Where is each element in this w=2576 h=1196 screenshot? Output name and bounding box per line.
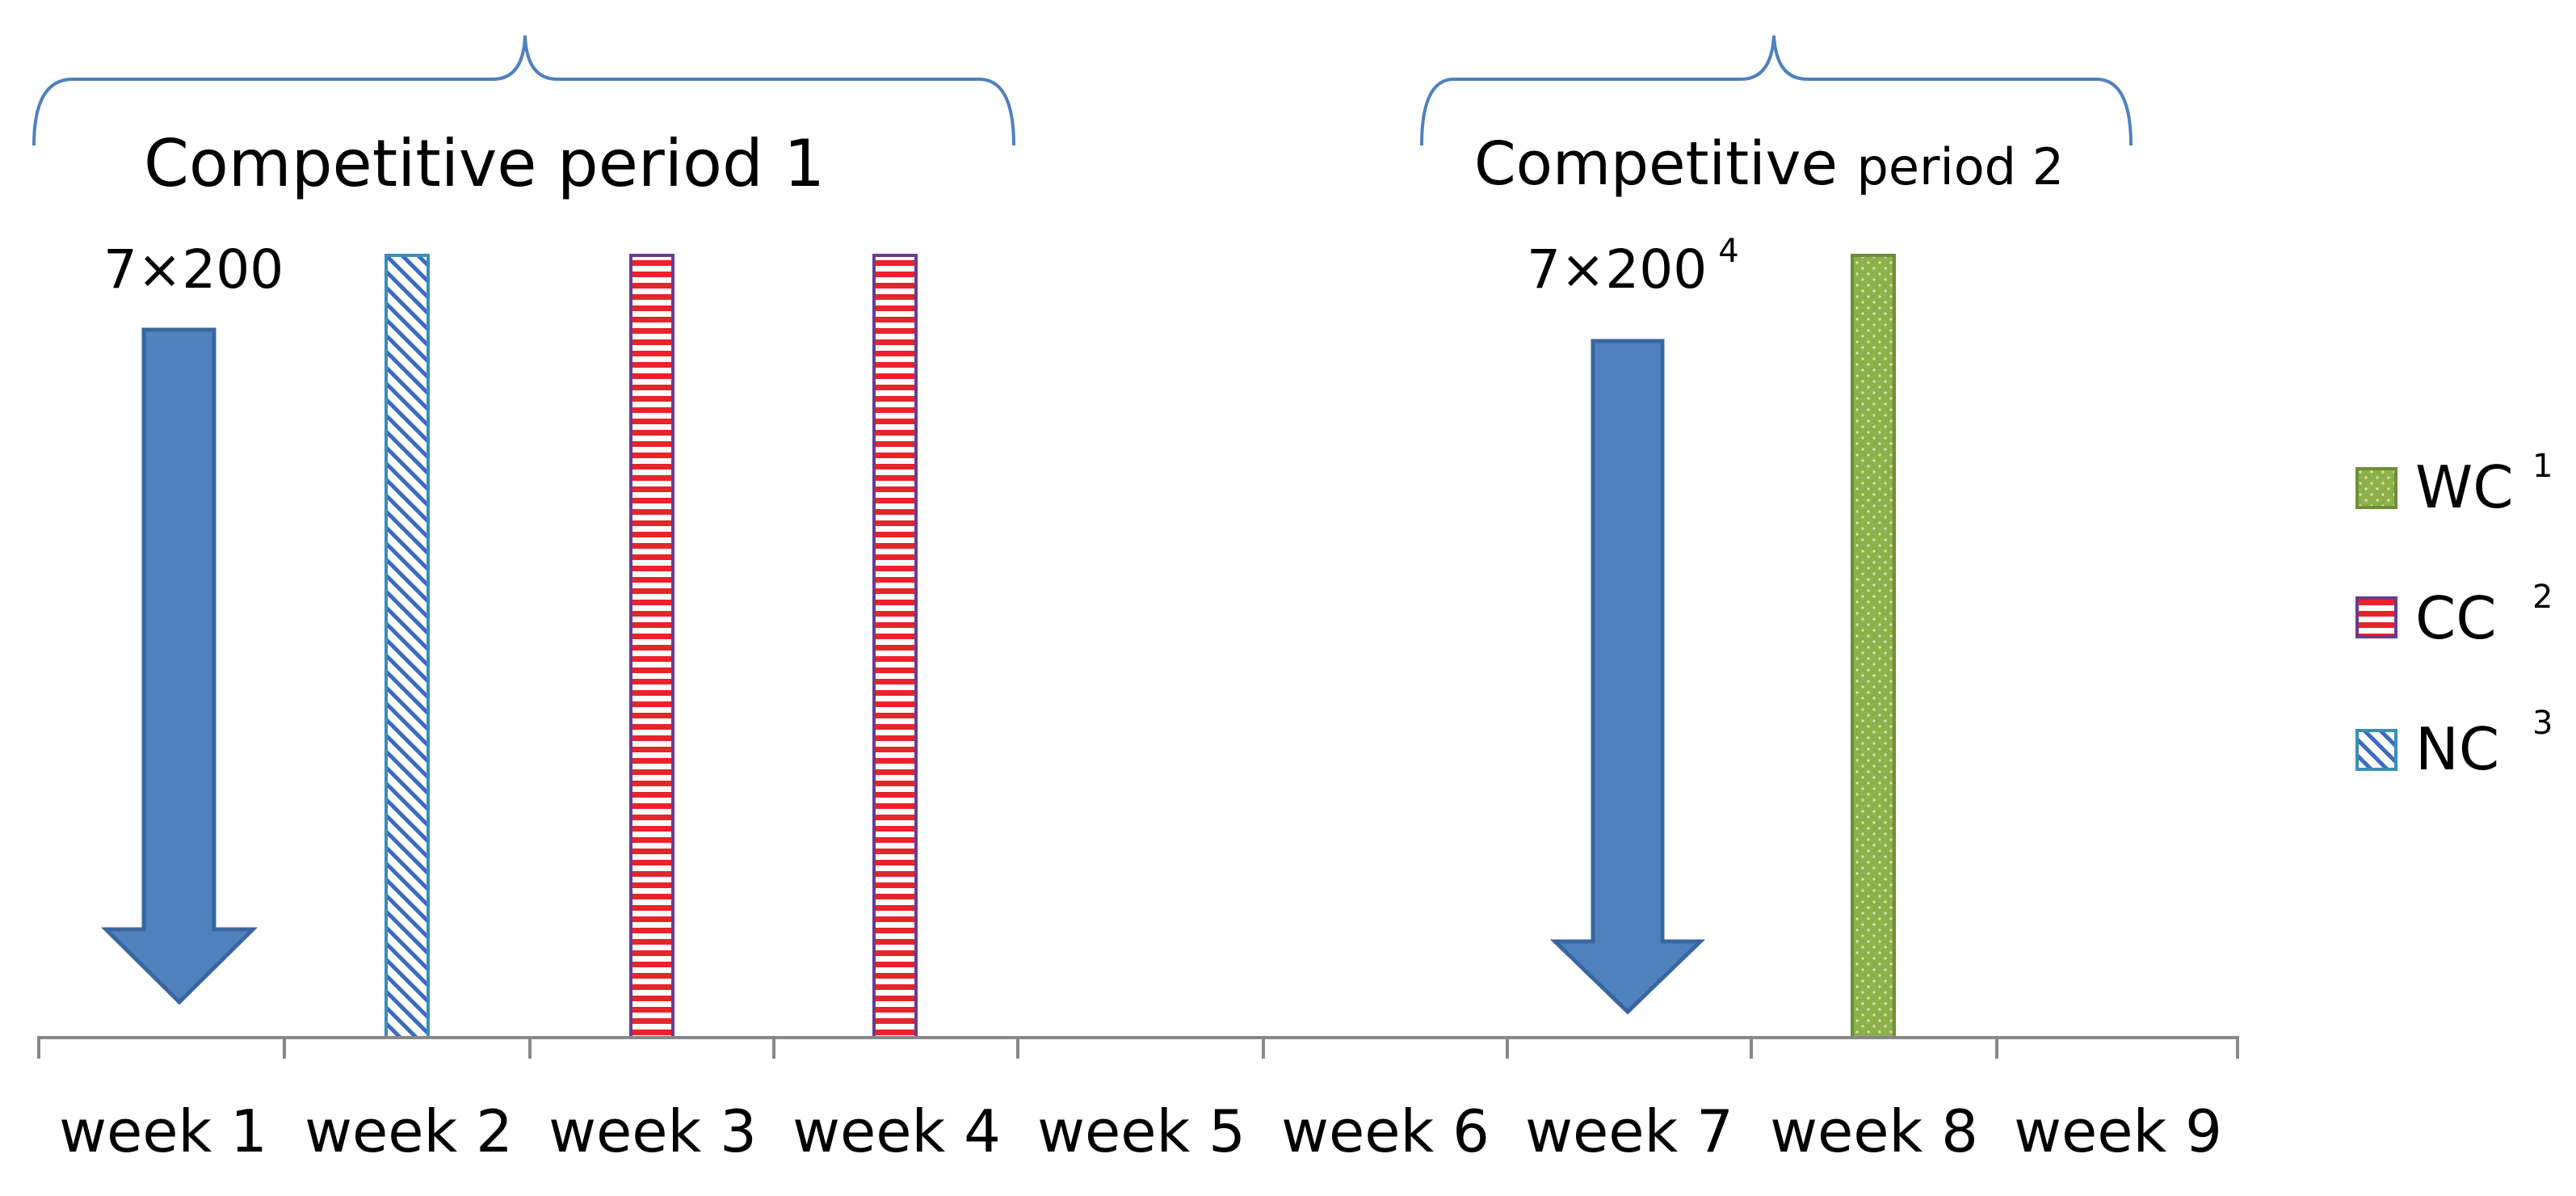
arrow-1-label: 7×200 <box>103 238 284 301</box>
legend-label-cc: CC <box>2415 584 2497 652</box>
week-label: week 3 <box>548 1097 757 1165</box>
arrow-2-down-icon <box>1549 339 1706 1015</box>
week-label: week 1 <box>59 1097 267 1165</box>
legend-swatch-nc <box>2355 729 2397 771</box>
week-label: week 2 <box>305 1097 513 1165</box>
legend: WC 1 CC 2 NC 3 <box>2355 448 2553 783</box>
legend-sup-wc: 1 <box>2532 448 2553 485</box>
legend-swatch-wc <box>2355 467 2397 509</box>
legend-label-wc: WC <box>2415 453 2513 521</box>
legend-item-cc: CC 2 <box>2355 579 2553 652</box>
period-2-brace <box>1420 35 2133 146</box>
week-label: week 7 <box>1525 1097 1733 1165</box>
legend-label-nc: NC <box>2415 715 2499 783</box>
period-1-title: Competitive period 1 <box>144 126 825 201</box>
event-bar-cc-week-3 <box>629 254 674 1039</box>
legend-swatch-cc <box>2355 596 2397 638</box>
event-bar-cc-week-4 <box>872 254 918 1039</box>
week-label: week 9 <box>2014 1097 2222 1165</box>
week-label: week 4 <box>792 1097 1001 1165</box>
axis-ticks <box>37 1038 2239 1059</box>
legend-sup-nc: 3 <box>2532 705 2553 742</box>
week-label: week 8 <box>1770 1097 1978 1165</box>
week-label: week 6 <box>1281 1097 1490 1165</box>
week-labels: week 1 week 2 week 3 week 4 week 5 week … <box>59 1097 2222 1165</box>
period-2-title: Competitive period 2 <box>1474 129 2064 199</box>
legend-sup-cc: 2 <box>2532 579 2553 616</box>
arrow-2-label: 7×200 4 <box>1527 233 1739 301</box>
week-label: week 5 <box>1037 1097 1246 1165</box>
event-bar-wc-week-8 <box>1851 254 1896 1039</box>
legend-item-wc: WC 1 <box>2355 448 2553 521</box>
legend-item-nc: NC 3 <box>2355 705 2553 783</box>
event-bar-nc-week-2 <box>385 254 430 1039</box>
arrow-1-down-icon <box>100 327 258 1005</box>
period-1-brace <box>32 35 1015 146</box>
